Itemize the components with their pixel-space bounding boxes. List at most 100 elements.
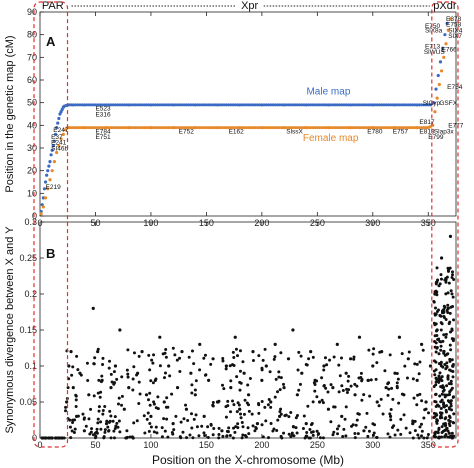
- divergence-point: [113, 426, 117, 430]
- divergence-point: [391, 397, 395, 401]
- female-map-point: [424, 126, 428, 130]
- male-map-point: [55, 126, 59, 130]
- female-map-point: [169, 126, 173, 130]
- divergence-point: [396, 377, 400, 381]
- divergence-point: [193, 393, 197, 397]
- divergence-point: [241, 425, 245, 429]
- divergence-point: [243, 433, 247, 437]
- divergence-point: [229, 410, 233, 414]
- marker-label: SI46b: [51, 145, 68, 152]
- male-map-point: [153, 103, 157, 107]
- male-map-point: [173, 103, 177, 107]
- divergence-point: [323, 356, 327, 360]
- female-map-point: [96, 126, 100, 130]
- divergence-point: [439, 273, 443, 277]
- divergence-point: [420, 434, 424, 438]
- female-map-point: [404, 126, 408, 130]
- female-map-point: [78, 126, 82, 130]
- divergence-point: [346, 379, 350, 383]
- divergence-point: [371, 364, 375, 368]
- divergence-point: [399, 432, 403, 436]
- divergence-point: [340, 384, 344, 388]
- divergence-point: [291, 328, 295, 332]
- divergence-point: [158, 335, 162, 339]
- female-map-point: [417, 126, 421, 130]
- divergence-point: [184, 403, 188, 407]
- divergence-point: [151, 381, 155, 385]
- female-map-point: [238, 126, 242, 130]
- divergence-point: [397, 335, 402, 339]
- male-map-point: [322, 103, 326, 107]
- panel-a: 0501001502002503003500102030405060708090…: [4, 7, 464, 228]
- divergence-point: [312, 381, 316, 385]
- divergence-point: [127, 386, 131, 390]
- divergence-point: [420, 429, 424, 433]
- female-map-point: [324, 126, 328, 130]
- male-map-point: [46, 169, 50, 173]
- divergence-point: [439, 348, 443, 352]
- female-map-point: [147, 126, 151, 130]
- divergence-point: [251, 350, 255, 354]
- male-map-point: [302, 103, 306, 107]
- divergence-point: [373, 423, 377, 427]
- female-map-point: [111, 126, 115, 130]
- male-map-point: [384, 103, 388, 107]
- divergence-point: [279, 407, 283, 411]
- y-tick-label: 70: [27, 52, 37, 62]
- male-map-point: [202, 103, 206, 107]
- divergence-point: [305, 434, 309, 438]
- divergence-point: [449, 379, 453, 383]
- male-map-point: [151, 103, 155, 107]
- divergence-point: [393, 433, 397, 437]
- female-map-point: [415, 126, 419, 130]
- female-map-point: [413, 126, 417, 130]
- divergence-point: [440, 379, 444, 383]
- divergence-point: [278, 414, 282, 418]
- divergence-point: [164, 348, 168, 352]
- divergence-point: [224, 367, 228, 371]
- divergence-point: [225, 434, 229, 438]
- panel-b-ylabel: Synonymous divergence between X and Y: [4, 226, 16, 434]
- divergence-point: [96, 421, 100, 425]
- divergence-point: [447, 431, 451, 435]
- divergence-point: [101, 362, 105, 366]
- female-map-point: [242, 126, 246, 130]
- divergence-point: [417, 372, 421, 376]
- male-map-point: [353, 103, 357, 107]
- divergence-point: [356, 432, 360, 436]
- divergence-point: [116, 402, 120, 406]
- divergence-point: [154, 406, 158, 410]
- female-map-point: [366, 126, 370, 130]
- divergence-point: [99, 380, 103, 384]
- divergence-point: [130, 435, 134, 439]
- male-map-point: [209, 103, 213, 107]
- x-tick-label: 0: [37, 440, 42, 450]
- divergence-point: [232, 403, 236, 407]
- divergence-point: [443, 353, 447, 357]
- divergence-point: [442, 314, 446, 318]
- divergence-point: [175, 386, 180, 390]
- divergence-point: [443, 363, 447, 367]
- divergence-point: [202, 414, 206, 418]
- male-map-point: [280, 103, 284, 107]
- divergence-point: [434, 292, 438, 296]
- male-map-point: [420, 103, 424, 107]
- divergence-point: [115, 377, 119, 381]
- divergence-point: [440, 398, 444, 402]
- divergence-point: [166, 435, 170, 439]
- female-map-point: [389, 126, 393, 130]
- divergence-point: [368, 394, 372, 398]
- divergence-point: [96, 347, 100, 351]
- region-label-par: PAR: [42, 0, 64, 12]
- male-map-point: [441, 46, 445, 50]
- divergence-point: [140, 350, 144, 354]
- divergence-point: [449, 404, 453, 408]
- male-map-point: [231, 103, 235, 107]
- divergence-point: [445, 308, 449, 312]
- female-map-point: [313, 126, 317, 130]
- female-map-point: [422, 126, 426, 130]
- divergence-point: [413, 419, 417, 423]
- male-map-point: [434, 87, 438, 91]
- male-map-point: [402, 103, 406, 107]
